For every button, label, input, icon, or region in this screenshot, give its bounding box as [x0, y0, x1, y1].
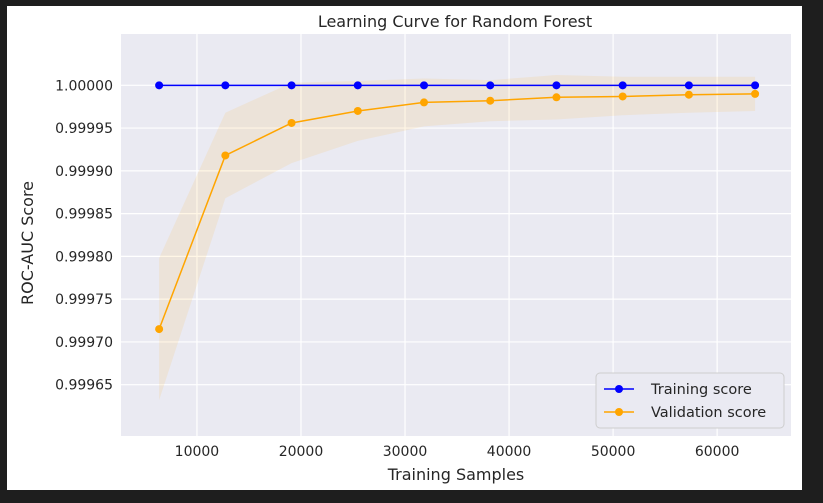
legend-label: Validation score — [651, 405, 766, 421]
y-tick-label: 0.99990 — [55, 164, 113, 180]
x-tick-label: 60000 — [695, 444, 740, 460]
y-tick-label: 0.99975 — [55, 292, 113, 308]
legend-marker-1 — [615, 408, 623, 416]
x-axis-label: Training Samples — [387, 465, 525, 484]
data-point — [420, 98, 429, 107]
data-point — [353, 81, 362, 90]
data-point — [287, 118, 296, 127]
data-point — [221, 151, 230, 160]
confidence-band-series-1 — [159, 75, 756, 401]
data-point — [684, 90, 693, 99]
x-tick-label: 20000 — [279, 444, 324, 460]
series-points — [155, 81, 760, 334]
legend-label: Training score — [650, 382, 752, 398]
y-tick-label: 1.00000 — [55, 78, 113, 94]
data-point — [684, 81, 693, 90]
data-point — [552, 93, 561, 102]
data-point — [155, 81, 164, 90]
x-tick-label: 30000 — [383, 444, 428, 460]
y-tick-label: 0.99980 — [55, 249, 113, 265]
data-point — [552, 81, 561, 90]
y-tick-label: 0.99985 — [55, 207, 113, 223]
y-tick-label: 0.99995 — [55, 121, 113, 137]
figure-canvas: Learning Curve for Random Forest 10000 20… — [7, 6, 802, 490]
data-point — [353, 106, 362, 115]
data-point — [618, 81, 627, 90]
learning-curve-chart: Learning Curve for Random Forest 10000 20… — [18, 12, 791, 484]
data-point — [155, 325, 164, 334]
tick-labels: 10000 20000 30000 40000 50000 60000 0.99965 0.9… — [55, 78, 739, 460]
x-tick-label: 40000 — [487, 444, 532, 460]
chart-legend: Training score Validation score — [595, 372, 785, 429]
data-point — [486, 81, 495, 90]
x-tick-label: 10000 — [175, 444, 220, 460]
data-point — [420, 81, 429, 90]
series-lines — [158, 84, 756, 330]
legend-box — [595, 372, 785, 429]
data-point — [221, 81, 230, 90]
legend-marker-0 — [615, 385, 623, 393]
data-point — [287, 81, 296, 90]
y-tick-label: 0.99970 — [55, 335, 113, 351]
data-point — [618, 92, 627, 101]
y-axis-label: ROC-AUC Score — [18, 181, 37, 305]
y-tick-label: 0.99965 — [55, 378, 113, 394]
data-point — [751, 81, 760, 90]
data-point — [486, 96, 495, 105]
data-point — [751, 89, 760, 98]
chart-title: Learning Curve for Random Forest — [318, 12, 592, 31]
confidence-bands — [159, 75, 756, 401]
series-line-1 — [158, 93, 756, 330]
x-tick-label: 50000 — [591, 444, 636, 460]
